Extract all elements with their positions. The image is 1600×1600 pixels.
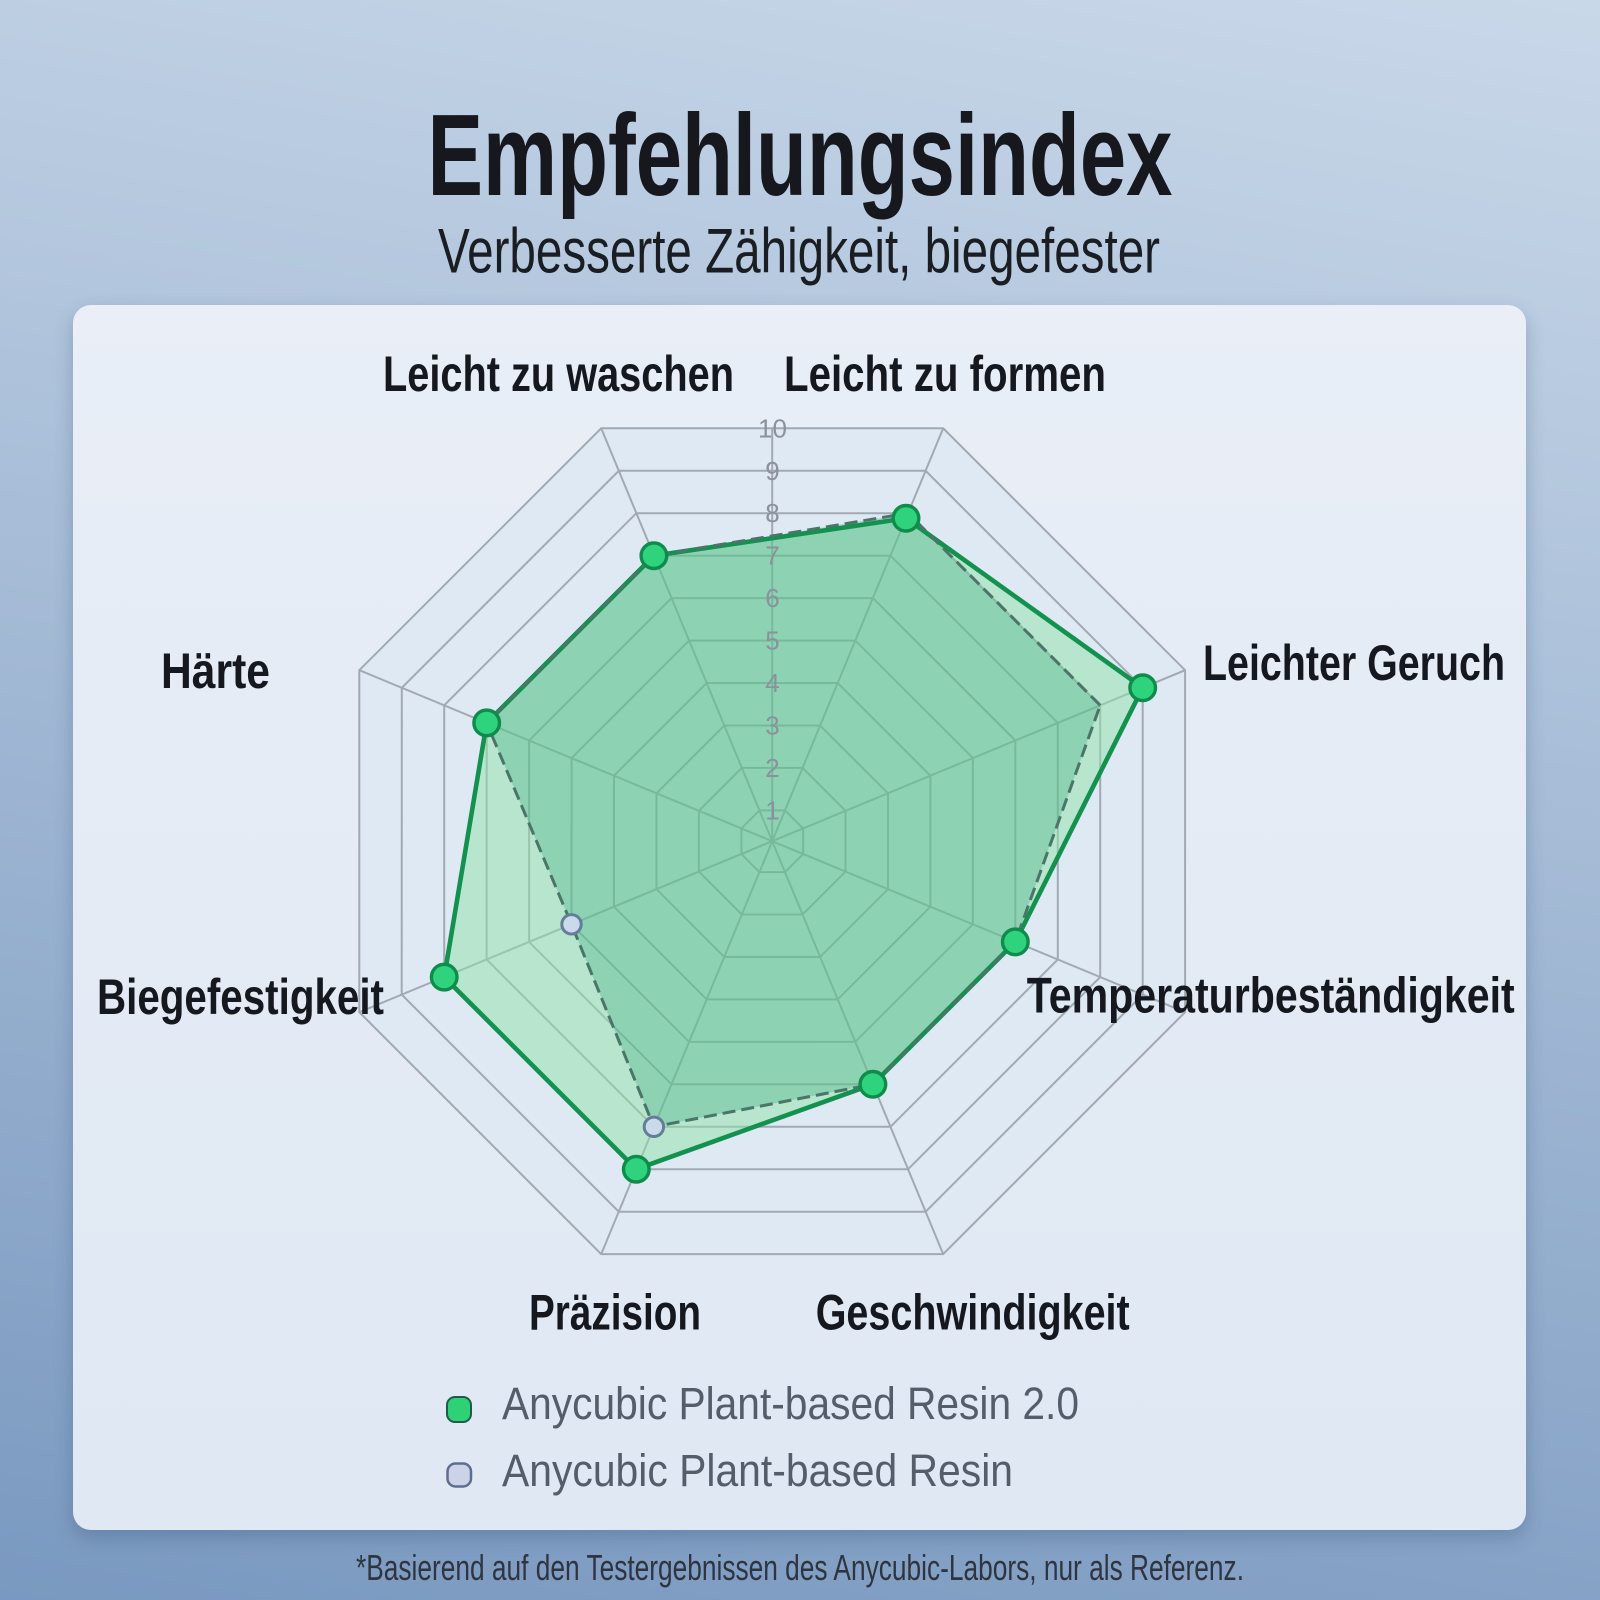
svg-text:Präzision: Präzision	[529, 1285, 701, 1341]
svg-text:Leichter Geruch: Leichter Geruch	[1203, 635, 1505, 691]
svg-text:9: 9	[765, 456, 779, 486]
svg-text:Geschwindigkeit: Geschwindigkeit	[816, 1285, 1130, 1341]
svg-text:1: 1	[765, 795, 779, 825]
svg-text:6: 6	[765, 583, 779, 613]
svg-text:Verbesserte Zähigkeit, biegefe: Verbesserte Zähigkeit, biegefester	[438, 217, 1160, 287]
svg-text:2: 2	[765, 753, 779, 783]
svg-text:Empfehlungsindex: Empfehlungsindex	[428, 90, 1173, 220]
svg-text:10: 10	[758, 413, 787, 443]
svg-text:Leicht zu waschen: Leicht zu waschen	[383, 346, 734, 402]
svg-text:Temperaturbeständigkeit: Temperaturbeständigkeit	[1027, 967, 1515, 1023]
svg-text:Anycubic Plant-based Resin: Anycubic Plant-based Resin	[502, 1445, 1013, 1496]
svg-text:8: 8	[765, 498, 779, 528]
svg-text:*Basierend auf den Testergebni: *Basierend auf den Testergebnissen des A…	[356, 1547, 1244, 1588]
svg-text:7: 7	[765, 541, 779, 571]
svg-text:3: 3	[765, 711, 779, 741]
svg-text:Biegefestigkeit: Biegefestigkeit	[97, 969, 384, 1025]
svg-text:Anycubic Plant-based Resin 2.0: Anycubic Plant-based Resin 2.0	[502, 1378, 1079, 1429]
svg-text:5: 5	[765, 626, 779, 656]
svg-text:4: 4	[765, 668, 779, 698]
svg-text:Härte: Härte	[161, 643, 270, 699]
svg-text:Leicht zu formen: Leicht zu formen	[784, 346, 1106, 402]
